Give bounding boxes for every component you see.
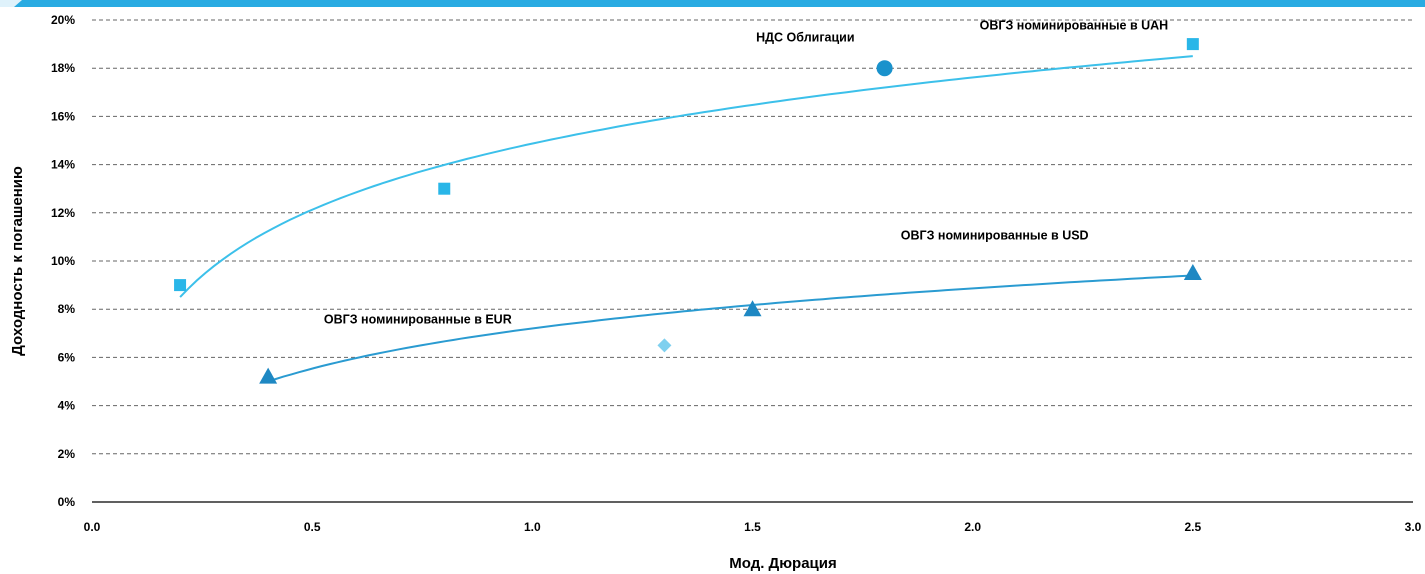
y-tick-label: 14% [51, 158, 75, 172]
x-tick-label: 0.0 [84, 520, 101, 534]
y-tick-label: 4% [58, 399, 76, 413]
y-tick-label: 12% [51, 206, 75, 220]
y-tick-label: 2% [58, 447, 76, 461]
x-tick-label: 3.0 [1405, 520, 1422, 534]
square-marker [1186, 38, 1199, 51]
y-tick-label: 16% [51, 109, 75, 123]
triangle-marker [259, 367, 278, 384]
y-tick-label: 18% [51, 61, 75, 75]
annotation-label: ОВГЗ номинированные в EUR [324, 313, 512, 327]
trendline-0 [179, 55, 1193, 298]
x-tick-label: 2.5 [1184, 520, 1201, 534]
y-tick-label: 0% [58, 495, 76, 509]
axes: 0% 2% 4% 6% 8% 10% 12% 14% 16% 18% 20% 0.0 0.5 1.0 1.5… [51, 13, 1422, 534]
y-tick-label: 20% [51, 13, 75, 27]
triangle-marker [743, 300, 762, 317]
triangle-marker [1183, 264, 1202, 281]
square-marker [438, 182, 451, 195]
top-banner-bar [0, 0, 1425, 7]
annotation-label: ОВГЗ номинированные в UAH [980, 19, 1169, 33]
top-banner-accent [0, 0, 22, 7]
y-tick-label: 8% [58, 302, 76, 316]
data-markers [174, 38, 1202, 384]
x-tick-label: 0.5 [304, 520, 321, 534]
annotation-label: ОВГЗ номинированные в USD [901, 228, 1089, 242]
gridlines [92, 19, 1413, 455]
diamond-marker [657, 338, 672, 353]
y-axis-title: Доходность к погашению [9, 166, 26, 356]
x-tick-label: 1.0 [524, 520, 541, 534]
x-tick-label: 2.0 [964, 520, 981, 534]
y-tick-label: 6% [58, 350, 76, 364]
trendlines [179, 55, 1193, 383]
top-banner [0, 0, 1425, 7]
annotations: НДС Облигации ОВГЗ номинированные в UAH ОВ… [324, 19, 1168, 327]
x-tick-label: 1.5 [744, 520, 761, 534]
y-tick-label: 10% [51, 254, 75, 268]
x-axis-title: Мод. Дюрация [729, 555, 837, 572]
circle-marker [876, 60, 893, 77]
trendline-1 [267, 274, 1193, 383]
square-marker [174, 279, 187, 292]
annotation-label: НДС Облигации [756, 31, 854, 45]
